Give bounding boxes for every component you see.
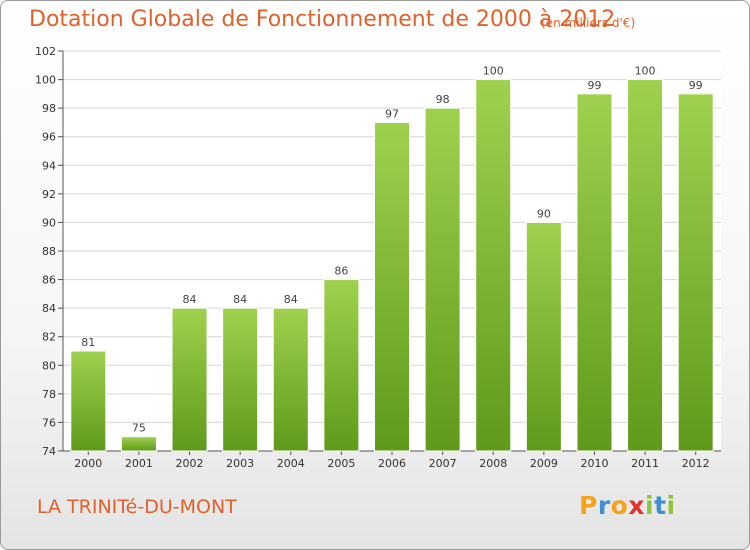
logo-letter: i — [645, 491, 655, 520]
bar-value-label: 84 — [183, 293, 197, 306]
x-tick-label: 2007 — [429, 457, 457, 470]
y-tick-label: 92 — [42, 188, 56, 201]
y-tick-label: 102 — [35, 45, 56, 58]
x-tick-label: 2004 — [277, 457, 305, 470]
bar-value-label: 84 — [233, 293, 247, 306]
bar-value-label: 75 — [132, 422, 146, 435]
y-tick-label: 80 — [42, 359, 56, 372]
bar — [120, 436, 157, 452]
x-tick-label: 2003 — [226, 457, 254, 470]
chart-subtitle: (en milliers d'€) — [541, 16, 636, 30]
bar — [576, 93, 613, 452]
y-tick-label: 98 — [42, 102, 56, 115]
x-tick-label: 2009 — [530, 457, 558, 470]
bar — [374, 121, 410, 452]
bar — [525, 221, 562, 452]
y-tick-label: 86 — [42, 274, 56, 287]
bar-value-label: 100 — [635, 65, 656, 78]
x-tick-label: 2001 — [125, 457, 153, 470]
bar-value-label: 97 — [385, 107, 399, 120]
bar-value-label: 100 — [483, 65, 504, 78]
bar-value-label: 84 — [284, 293, 298, 306]
y-tick-label: 82 — [42, 331, 56, 344]
x-tick-label: 2006 — [378, 457, 406, 470]
bar-value-label: 86 — [334, 265, 348, 278]
bar-value-label: 98 — [436, 93, 450, 106]
x-tick-label: 2000 — [74, 457, 102, 470]
x-tick-label: 2010 — [580, 457, 608, 470]
bar — [424, 107, 461, 452]
logo-letter: o — [610, 491, 629, 520]
bar-value-label: 99 — [587, 79, 601, 92]
y-tick-label: 84 — [42, 302, 56, 315]
bar — [272, 307, 309, 452]
bar — [171, 307, 208, 452]
y-tick-label: 100 — [35, 74, 56, 87]
labels: 81 2000 75 2001 84 2002 84 2003 84 2004 86 2005 97 20… — [74, 65, 709, 470]
chart-title: Dotation Globale de Fonctionnement de 20… — [29, 7, 616, 32]
y-tick-label: 78 — [42, 388, 56, 401]
bar — [677, 93, 714, 452]
bar-value-label: 90 — [537, 207, 551, 220]
x-tick-label: 2005 — [327, 457, 355, 470]
x-tick-label: 2002 — [176, 457, 204, 470]
logo-letter: x — [628, 491, 645, 520]
x-tick-label: 2011 — [631, 457, 659, 470]
x-tick-label: 2008 — [479, 457, 507, 470]
y-tick-label: 90 — [42, 216, 56, 229]
y-tick-label: 76 — [42, 416, 56, 429]
bars — [70, 79, 714, 452]
bar — [323, 279, 360, 452]
y-tick-label: 96 — [42, 131, 56, 144]
logo-letter: t — [654, 491, 667, 520]
x-tick-label: 2012 — [682, 457, 710, 470]
bar-value-label: 81 — [81, 336, 95, 349]
bar-value-label: 99 — [689, 79, 703, 92]
logo-letter: r — [597, 491, 611, 520]
commune-name: LA TRINITé-DU-MONT — [37, 496, 237, 518]
bar — [70, 350, 107, 452]
logo-letter: i — [666, 491, 676, 520]
bar — [222, 307, 259, 452]
bar — [627, 79, 664, 452]
y-tick-label: 88 — [42, 245, 56, 258]
y-tick-label: 94 — [42, 159, 56, 172]
bar — [475, 79, 512, 452]
proxiti-logo: Proxiti — [579, 491, 676, 520]
logo-letter: P — [579, 491, 598, 520]
y-tick-label: 74 — [42, 445, 56, 458]
